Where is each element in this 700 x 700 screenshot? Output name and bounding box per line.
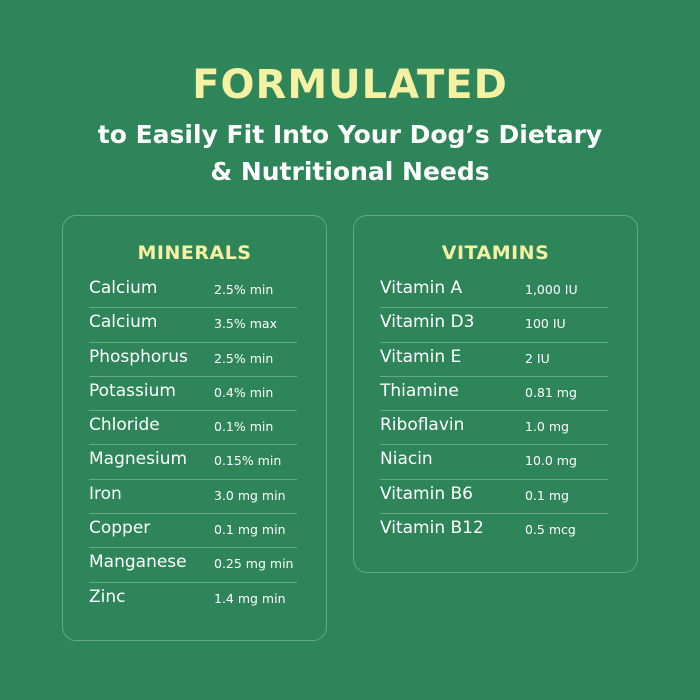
- nutrient-value: 10.0 mg: [525, 453, 577, 469]
- nutrient-name: Vitamin B6: [380, 483, 474, 504]
- nutrient-name: Vitamin B12: [380, 518, 484, 539]
- minerals-row: Iron 3.0 mg min: [89, 480, 297, 515]
- headline: FORMULATED: [192, 62, 508, 108]
- minerals-row: Chloride 0.1% min: [89, 411, 297, 446]
- minerals-heading: MINERALS: [137, 242, 252, 264]
- nutrient-value: 3.5% max: [214, 316, 277, 332]
- nutrient-value: 2.5% min: [214, 350, 274, 366]
- minerals-card: MINERALS Calcium 2.5% min Calcium 3.5% max P…: [62, 215, 327, 641]
- nutrient-value: 1.0 mg: [525, 419, 569, 435]
- minerals-row: Magnesium 0.15% min: [89, 445, 297, 480]
- nutrient-name: Niacin: [380, 449, 433, 470]
- nutrient-name: Vitamin A: [380, 278, 463, 298]
- nutrient-name: Copper: [89, 518, 151, 539]
- nutrient-name: Chloride: [89, 415, 160, 436]
- vitamins-row: Vitamin B12 0.5 mcg: [380, 514, 608, 548]
- minerals-row: Calcium 3.5% max: [89, 308, 297, 343]
- vitamins-card: VITAMINS Vitamin A 1,000 IU Vitamin D3 100 …: [353, 215, 638, 573]
- nutrient-value: 0.5 mcg: [525, 522, 576, 538]
- vitamins-heading: VITAMINS: [441, 242, 550, 264]
- nutrient-name: Riboflavin: [380, 415, 465, 436]
- nutrient-value: 0.25 mg min: [214, 556, 294, 572]
- minerals-list: Calcium 2.5% min Calcium 3.5% max Phosphorus…: [89, 274, 297, 617]
- nutrient-name: Thiamine: [380, 380, 459, 401]
- nutrient-value: 0.4% min: [214, 384, 274, 400]
- vitamins-row: Vitamin B6 0.1 mg: [380, 480, 608, 515]
- nutrient-name: Calcium: [89, 278, 158, 298]
- nutrient-name: Calcium: [89, 312, 158, 333]
- nutrient-value: 100 IU: [525, 316, 566, 332]
- subtitle-line-2: & Nutritional Needs: [210, 157, 490, 186]
- nutrient-name: Potassium: [89, 380, 176, 401]
- vitamins-row: Vitamin E 2 IU: [380, 343, 608, 377]
- minerals-row: Phosphorus 2.5% min: [89, 343, 297, 377]
- nutrient-name: Vitamin D3: [380, 312, 475, 333]
- nutrient-value: 0.81 mg: [525, 384, 577, 400]
- nutrient-name: Iron: [89, 483, 122, 504]
- nutrient-name: Manganese: [89, 552, 187, 573]
- nutrient-name: Phosphorus: [89, 346, 188, 367]
- nutrient-value: 0.1 mg min: [214, 522, 286, 538]
- vitamins-list: Vitamin A 1,000 IU Vitamin D3 100 IU Vitamin…: [380, 274, 608, 548]
- vitamins-row: Thiamine 0.81 mg: [380, 377, 608, 412]
- nutrient-value: 2.5% min: [214, 282, 274, 297]
- vitamins-row: Riboflavin 1.0 mg: [380, 411, 608, 446]
- nutrient-value: 1,000 IU: [525, 282, 578, 297]
- vitamins-row: Niacin 10.0 mg: [380, 445, 608, 480]
- nutrient-name: Magnesium: [89, 449, 188, 470]
- minerals-row: Manganese 0.25 mg min: [89, 548, 297, 583]
- subtitle-line-1: to Easily Fit Into Your Dog’s Dietary: [97, 120, 603, 149]
- nutrient-value: 0.15% min: [214, 453, 282, 469]
- nutrient-value: 0.1% min: [214, 419, 274, 435]
- minerals-row: Potassium 0.4% min: [89, 377, 297, 412]
- vitamins-row: Vitamin D3 100 IU: [380, 308, 608, 343]
- nutrient-value: 3.0 mg min: [214, 487, 286, 503]
- nutrient-value: 1.4 mg min: [214, 590, 286, 606]
- nutrient-name: Zinc: [89, 586, 126, 607]
- minerals-row: Copper 0.1 mg min: [89, 514, 297, 549]
- minerals-row: Zinc 1.4 mg min: [89, 583, 297, 617]
- nutrient-value: 0.1 mg: [525, 487, 569, 503]
- nutrient-value: 2 IU: [525, 350, 550, 366]
- vitamins-row: Vitamin A 1,000 IU: [380, 274, 608, 309]
- minerals-row: Calcium 2.5% min: [89, 274, 297, 309]
- nutrient-name: Vitamin E: [380, 346, 462, 367]
